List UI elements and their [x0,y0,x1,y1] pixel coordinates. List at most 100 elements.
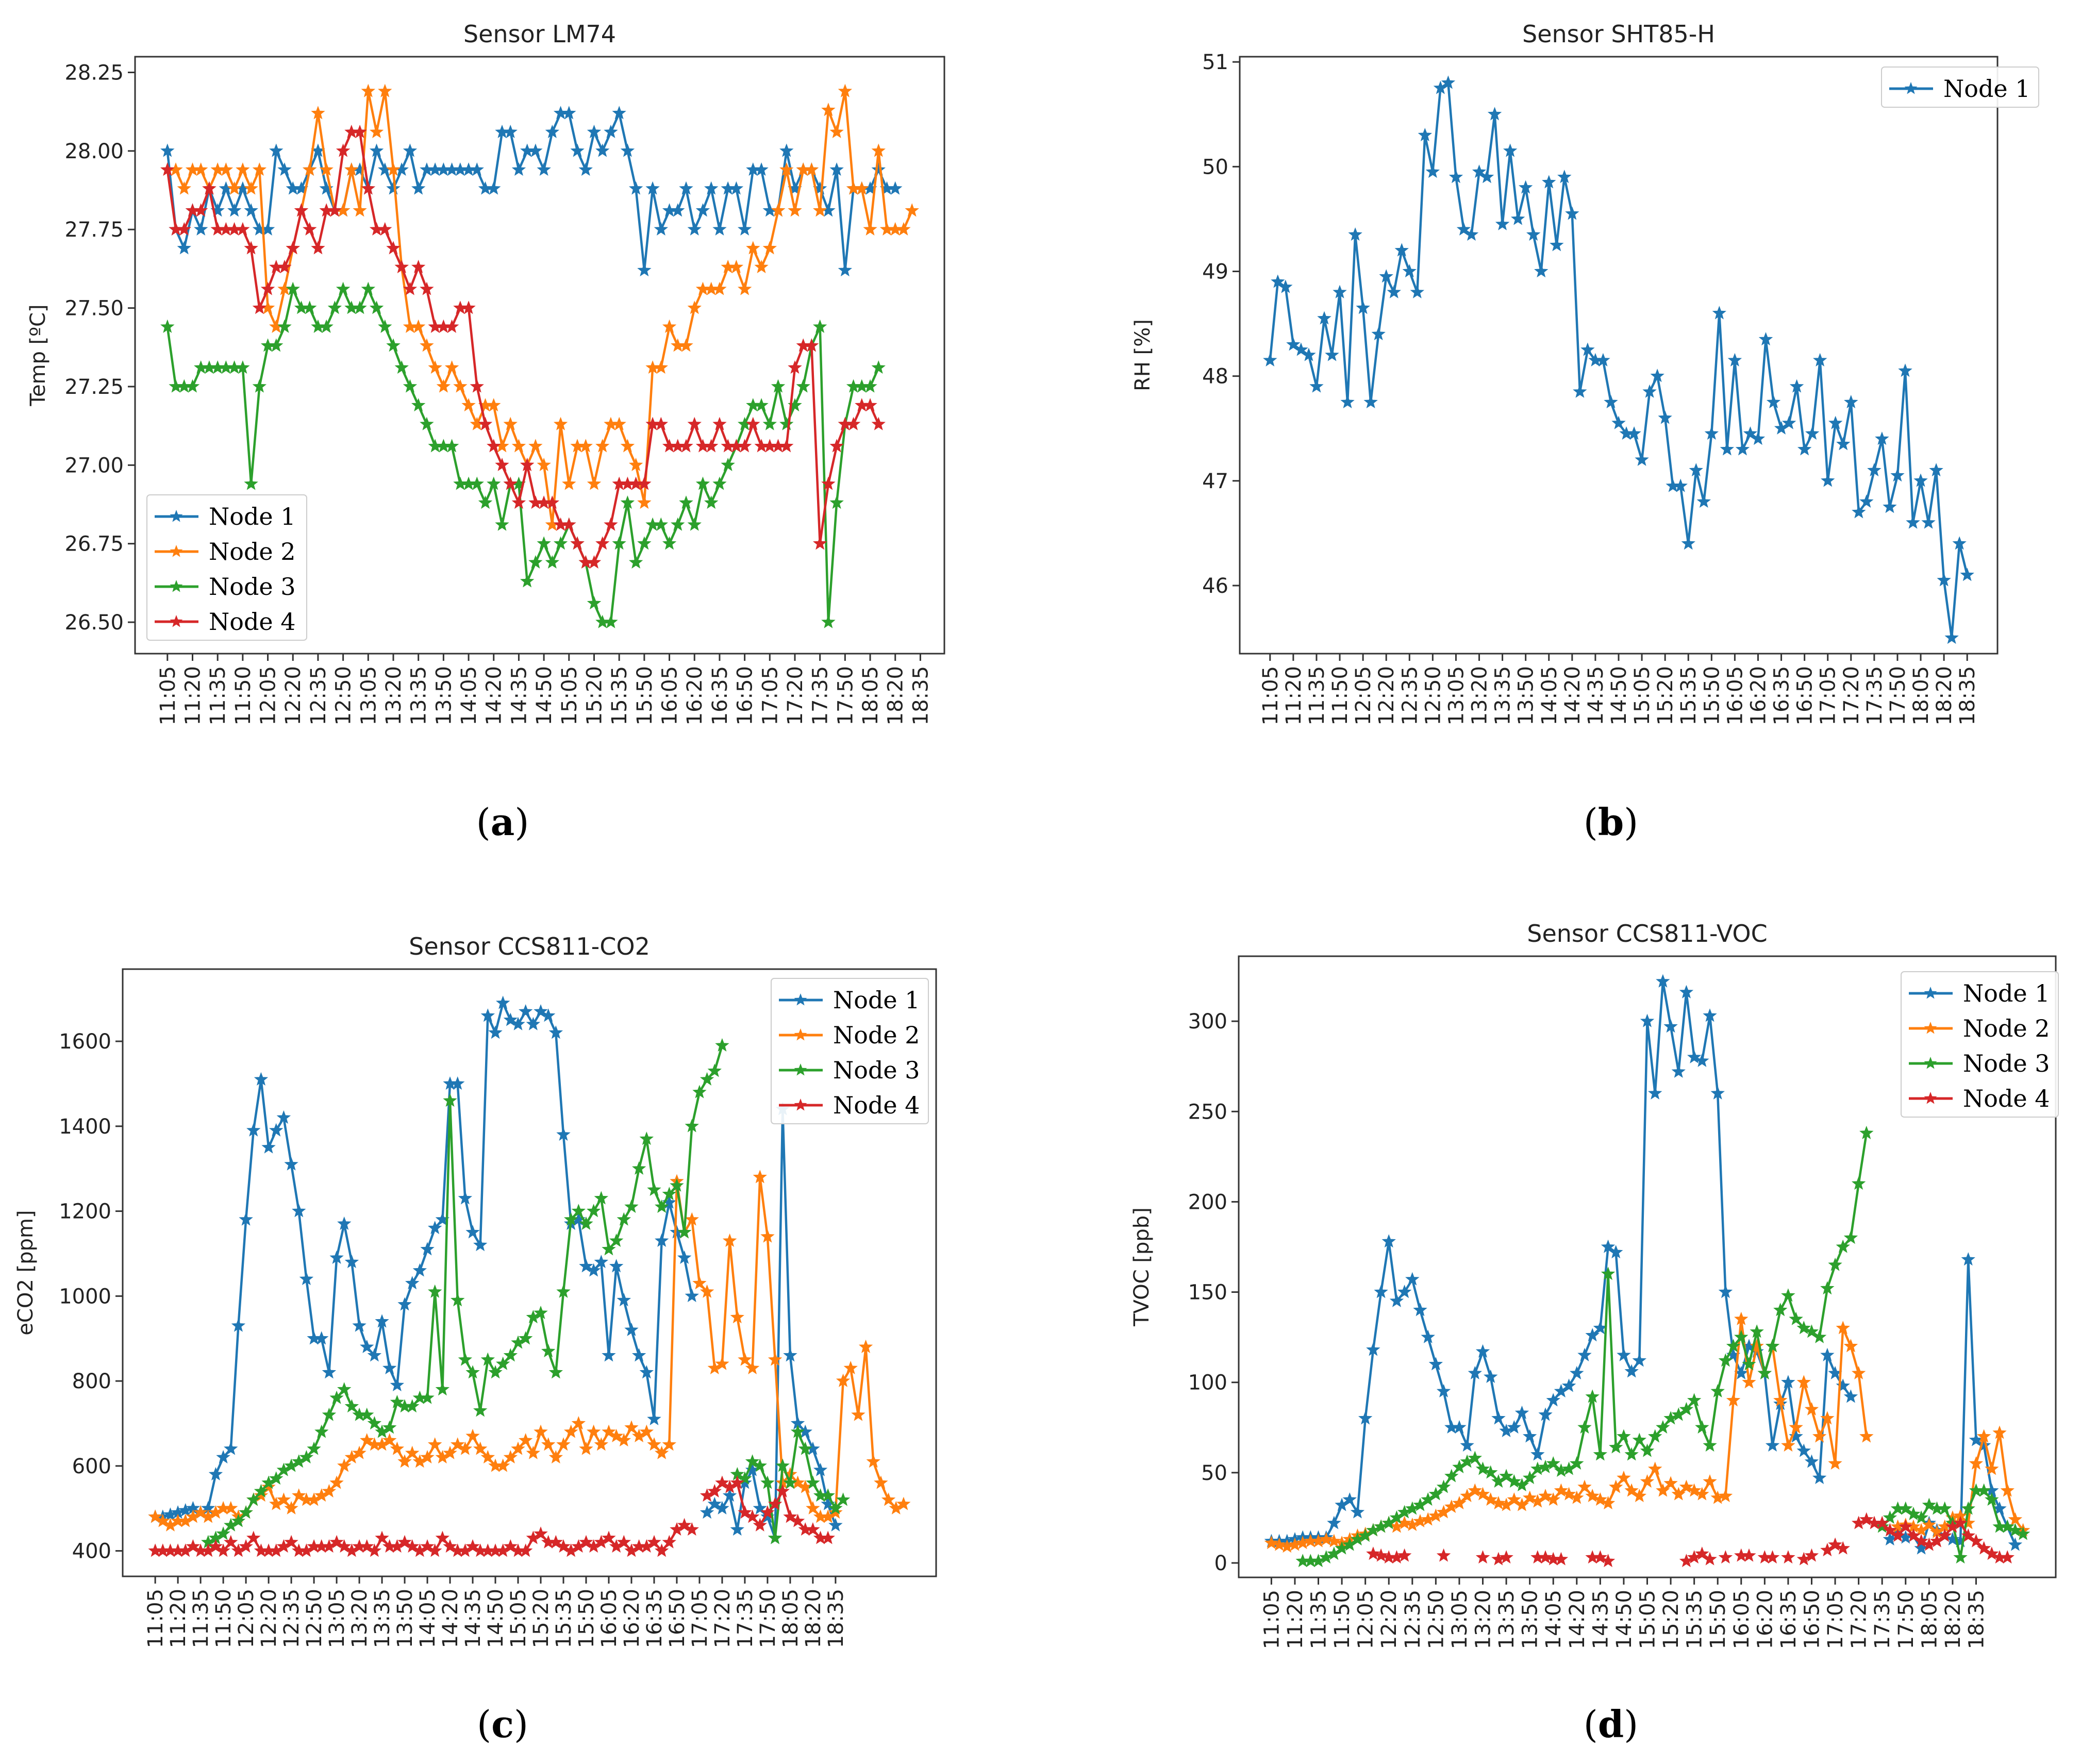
x-tick-label: 15:05 [558,666,581,725]
x-tick-label: 16:50 [734,666,757,725]
data-point [843,1360,858,1375]
data-point [1397,1548,1412,1562]
data-point [1317,311,1331,325]
data-point [563,1424,578,1438]
x-tick-label: 15:50 [633,666,657,725]
data-point [712,476,727,490]
data-point [695,476,710,490]
x-tick-label: 13:35 [1495,1590,1519,1649]
data-point [1534,264,1549,278]
data-point [2008,1523,2023,1537]
data-point [753,1518,767,1532]
y-tick-label: 46 [1202,574,1228,598]
data-point [1687,1393,1702,1407]
data-point [284,1157,298,1171]
data-point [420,1390,435,1404]
data-point [1561,1487,1576,1501]
data-point [1710,1086,1725,1100]
data-point [344,162,359,176]
x-tick-label: 16:50 [1793,666,1817,725]
x-tick-label: 13:35 [407,666,431,725]
data-point [692,1085,707,1099]
data-point [284,1535,298,1549]
data-point [821,614,836,628]
data-point [420,281,434,295]
y-tick-label: 47 [1202,470,1228,493]
data-point [1718,1550,1733,1564]
x-tick-label: 17:50 [1894,1590,1918,1649]
data-point [1468,1483,1483,1497]
data-point [639,1131,654,1145]
data-point [1325,347,1339,361]
data-point [160,143,175,157]
data-point [1518,180,1533,194]
data-point [1734,1329,1749,1343]
data-point [1718,1285,1733,1299]
data-point [1405,1272,1420,1286]
data-point [1859,1125,1874,1139]
data-point [671,517,685,531]
data-point [390,1441,405,1455]
data-point [1577,1347,1592,1361]
data-point [838,262,853,277]
data-point [760,1505,775,1519]
data-point [722,1233,737,1247]
data-point [1507,1420,1521,1434]
data-point [1671,1064,1686,1078]
data-point [450,1293,465,1307]
x-tick-label: 12:50 [332,666,356,725]
data-point [612,106,626,120]
data-point [244,241,258,255]
data-point [871,417,886,430]
data-point [208,1467,223,1480]
legend-marker [794,1063,807,1076]
data-point [1727,353,1742,367]
data-point [768,1352,783,1366]
data-point [1820,1281,1835,1295]
data-point [1487,107,1502,121]
data-point [386,181,401,195]
data-point [177,241,191,255]
data-point [236,222,250,236]
data-point [1570,1490,1584,1504]
data-point [738,1352,752,1366]
x-tick-label: 17:05 [688,1589,712,1648]
data-point [495,1458,510,1472]
data-point [704,439,719,453]
data-point [1836,437,1851,451]
x-tick-label: 12:20 [1375,666,1399,725]
data-point [1985,1492,1999,1506]
data-point [541,1437,556,1451]
data-point [1358,1411,1373,1425]
data-point [704,495,719,509]
data-point [687,301,702,314]
data-point [369,301,384,314]
data-point [1570,1456,1584,1470]
data-point [863,398,877,412]
x-tick-label: 16:05 [1730,1590,1754,1649]
legend-marker [170,545,183,557]
data-point [1546,1456,1560,1470]
data-point [1596,353,1610,367]
data-point [570,143,585,157]
chart-title: Sensor SHT85-H [1522,20,1715,48]
data-point [1565,206,1579,220]
data-point [762,241,777,255]
data-point [806,1501,820,1515]
x-tick-label: 15:35 [1683,1590,1707,1649]
data-point [194,222,208,236]
data-point [420,1450,435,1464]
x-tick-label: 16:20 [683,666,707,725]
data-point [1992,1425,2007,1439]
data-point [1302,347,1316,361]
data-point [329,1535,344,1549]
x-tick-label: 13:35 [1491,666,1515,725]
x-tick-label: 16:20 [620,1589,644,1648]
data-point [375,1530,389,1544]
data-point [453,379,468,393]
data-point [327,301,342,314]
data-point [760,1475,775,1489]
x-tick-label: 11:35 [1307,1590,1331,1649]
data-point [905,203,919,217]
data-point [1647,1461,1662,1475]
